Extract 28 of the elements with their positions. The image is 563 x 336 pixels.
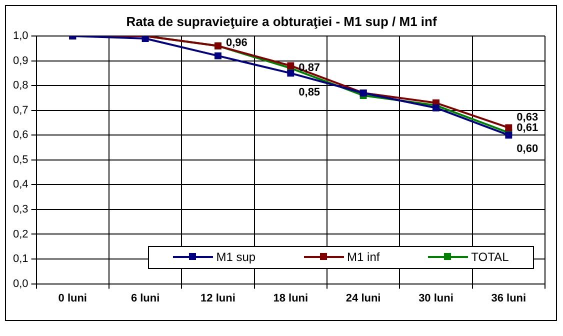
data-label: 0,96: [226, 37, 248, 50]
y-tick-label: 0,8: [12, 80, 28, 92]
y-tick-label: 0,6: [12, 129, 28, 142]
x-tick-label: 6 luni: [130, 292, 160, 304]
y-tick-label: 0,3: [12, 203, 28, 216]
y-tick-label: 0,2: [12, 228, 28, 240]
y-tick-label: 0,7: [12, 104, 28, 116]
legend-label: TOTAL: [471, 250, 509, 264]
chart-title: Rata de supravieţuire a obturaţiei - M1 sup / M1 inf: [125, 14, 438, 29]
y-tick-label: 0,4: [12, 178, 28, 191]
x-tick-label: 36 luni: [491, 292, 526, 304]
x-tick-label: 18 luni: [273, 292, 308, 304]
y-tick-label: 0,9: [12, 54, 28, 67]
y-tick-label: 1,0: [12, 30, 28, 42]
y-tick-label: 0,1: [12, 253, 28, 266]
x-tick-label: 12 luni: [200, 292, 236, 304]
legend-label: M1 inf: [347, 250, 380, 264]
y-tick-label: 0,0: [12, 278, 28, 290]
legend-label: M1 sup: [216, 250, 256, 264]
x-tick-label: 0 luni: [58, 292, 87, 304]
data-label: 0,63: [516, 111, 538, 124]
data-label: 0,61: [516, 122, 538, 134]
data-label: 0,85: [298, 86, 320, 99]
data-label: 0,87: [298, 62, 320, 74]
y-tick-label: 0,5: [12, 154, 28, 166]
data-label: 0,60: [516, 143, 538, 156]
x-tick-label: 30 luni: [418, 292, 454, 304]
x-tick-label: 24 luni: [346, 292, 381, 304]
